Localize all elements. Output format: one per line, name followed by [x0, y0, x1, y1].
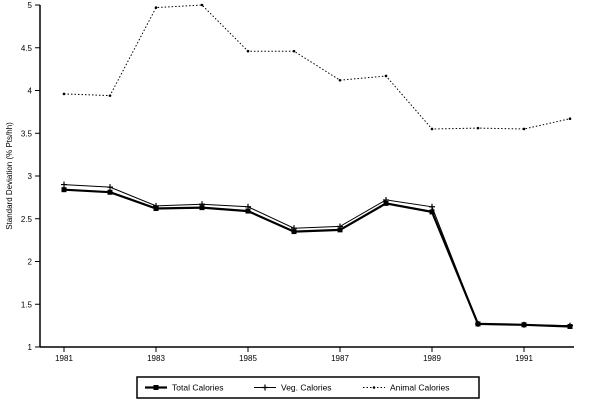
data-point-veg-calories	[153, 202, 159, 209]
y-tick-label: 2	[28, 258, 33, 267]
data-point-animal-calories	[154, 6, 158, 9]
x-tick-label: 1985	[239, 354, 257, 363]
data-point-veg-calories	[107, 184, 113, 191]
data-point-total-calories	[107, 189, 113, 195]
data-point-animal-calories	[384, 74, 388, 78]
data-point-animal-calories	[338, 78, 342, 82]
data-point-animal-calories	[200, 3, 204, 7]
data-point-total-calories	[429, 209, 435, 215]
series-total-calories	[61, 187, 573, 329]
data-point-veg-calories	[337, 223, 343, 230]
series-line-animal-calories	[63, 4, 571, 130]
legend: Total Calories Veg. Calories Animal Calori…	[136, 376, 480, 399]
legend-marker-veg-calories	[262, 384, 268, 391]
data-point-veg-calories	[199, 201, 205, 208]
series-layer	[61, 3, 573, 329]
y-tick-label: 5	[28, 1, 33, 10]
legend-box	[136, 376, 480, 399]
y-axis-label: Standard Deviation (% Pts/hh)	[5, 122, 14, 230]
series-line-total-calories	[63, 188, 571, 328]
y-tick-label: 3.5	[21, 129, 33, 138]
legend-marker-total-calories	[153, 385, 159, 390]
data-point-animal-calories	[292, 49, 296, 53]
legend-label-animal-calories: Animal Calories	[390, 383, 450, 393]
data-point-animal-calories	[62, 92, 66, 96]
legend-label-total-calories: Total Calories	[172, 383, 224, 393]
y-tick-label: 2.5	[21, 215, 33, 224]
data-point-veg-calories	[429, 203, 435, 210]
y-tick-label: 4.5	[21, 44, 33, 53]
y-tick-label: 4	[28, 87, 33, 96]
legend-label-veg-calories: Veg. Calories	[281, 383, 332, 393]
data-point-veg-calories	[383, 196, 389, 203]
x-ticks: 1981 1983 1985 1987 1989 1991	[55, 347, 533, 363]
x-tick-label: 1989	[423, 354, 441, 363]
series-line-veg-calories	[63, 184, 571, 327]
x-tick-label: 1981	[55, 354, 73, 363]
y-tick-label: 3	[28, 172, 33, 181]
data-point-veg-calories	[291, 225, 297, 232]
legend-marker-animal-calories	[372, 386, 376, 389]
y-ticks: 1 1.5 2 2.5 3 3.5 4 4.5 5	[21, 1, 40, 352]
x-tick-label: 1987	[331, 354, 349, 363]
series-animal-calories	[62, 3, 572, 131]
y-tick-label: 1.5	[21, 300, 33, 309]
data-point-total-calories	[245, 208, 251, 214]
data-point-total-calories	[383, 200, 389, 206]
data-point-veg-calories	[521, 321, 527, 328]
data-point-veg-calories	[567, 322, 573, 329]
data-point-animal-calories	[522, 127, 526, 131]
x-tick-label: 1991	[515, 354, 533, 363]
data-point-total-calories	[291, 229, 297, 235]
data-point-animal-calories	[476, 126, 480, 130]
data-point-animal-calories	[108, 94, 112, 97]
x-tick-label: 1983	[147, 354, 165, 363]
data-point-total-calories	[61, 187, 67, 193]
data-point-veg-calories	[61, 181, 67, 188]
series-veg-calories	[61, 181, 573, 329]
legend-items: Total Calories Veg. Calories Animal Calori…	[145, 383, 450, 393]
data-point-veg-calories	[245, 203, 251, 210]
data-point-total-calories	[199, 205, 205, 211]
data-point-animal-calories	[246, 49, 250, 53]
y-tick-label: 1	[28, 343, 33, 352]
data-point-animal-calories	[568, 117, 572, 121]
data-point-animal-calories	[430, 127, 434, 131]
data-point-veg-calories	[475, 320, 481, 327]
data-point-total-calories	[337, 227, 343, 233]
